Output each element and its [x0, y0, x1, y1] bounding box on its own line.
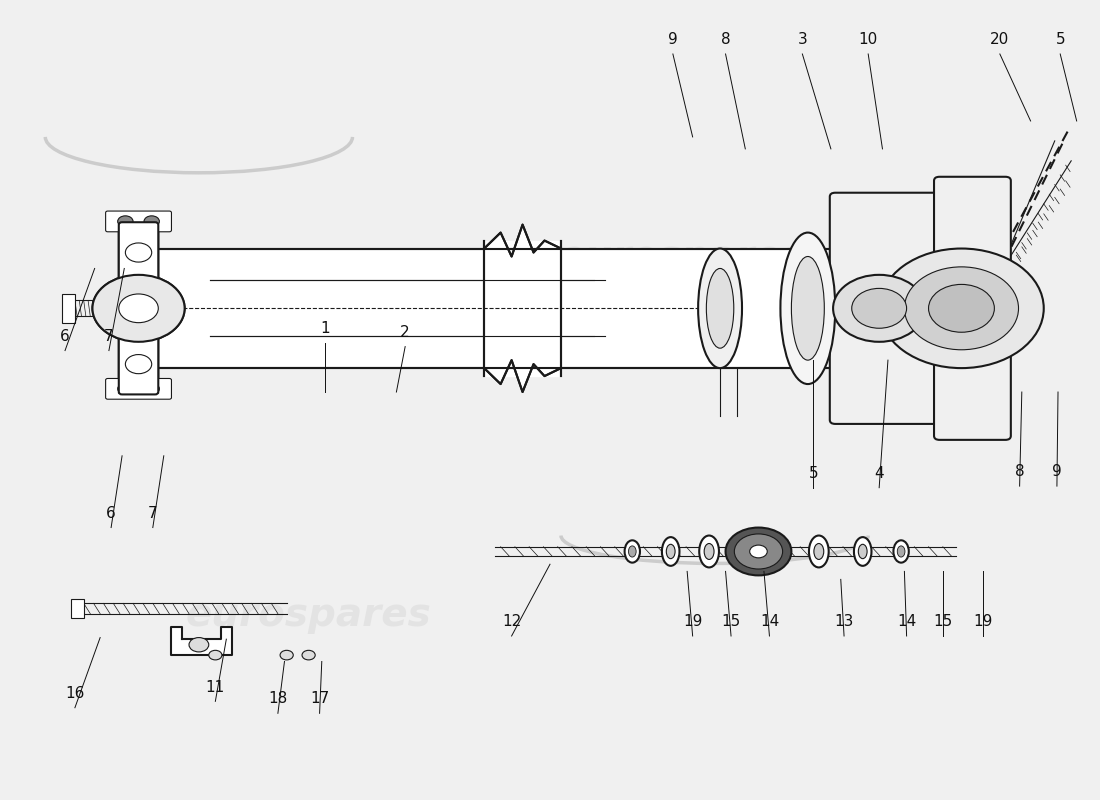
Circle shape	[125, 354, 152, 374]
Polygon shape	[484, 241, 561, 376]
Circle shape	[92, 275, 185, 342]
FancyBboxPatch shape	[119, 222, 158, 394]
FancyBboxPatch shape	[106, 211, 172, 232]
Text: 16: 16	[65, 686, 85, 701]
FancyBboxPatch shape	[119, 222, 158, 394]
Ellipse shape	[780, 233, 835, 384]
Text: 19: 19	[683, 614, 702, 629]
Text: 14: 14	[896, 614, 916, 629]
Circle shape	[904, 267, 1019, 350]
FancyBboxPatch shape	[934, 177, 1011, 440]
Ellipse shape	[791, 257, 824, 360]
Circle shape	[302, 650, 316, 660]
Circle shape	[750, 545, 768, 558]
Circle shape	[111, 288, 166, 328]
Circle shape	[209, 650, 222, 660]
Ellipse shape	[662, 537, 680, 566]
Ellipse shape	[706, 269, 734, 348]
Text: 7: 7	[104, 329, 113, 344]
Text: 5: 5	[808, 466, 818, 481]
FancyBboxPatch shape	[829, 193, 961, 424]
Text: 6: 6	[107, 506, 116, 521]
Text: 9: 9	[1052, 464, 1062, 479]
Ellipse shape	[700, 535, 719, 567]
Circle shape	[118, 383, 133, 394]
Text: 14: 14	[760, 614, 779, 629]
Circle shape	[851, 288, 906, 328]
Circle shape	[92, 275, 185, 342]
Circle shape	[97, 298, 125, 318]
Text: 7: 7	[148, 506, 157, 521]
Ellipse shape	[698, 249, 742, 368]
Circle shape	[118, 216, 133, 227]
Text: 4: 4	[874, 466, 884, 481]
Text: 6: 6	[60, 329, 70, 344]
Polygon shape	[144, 249, 956, 368]
Text: 15: 15	[933, 614, 953, 629]
Circle shape	[726, 527, 791, 575]
Text: 17: 17	[310, 691, 329, 706]
Polygon shape	[172, 627, 232, 655]
Text: 3: 3	[798, 32, 807, 47]
Text: eurospares: eurospares	[186, 596, 431, 634]
Ellipse shape	[704, 543, 714, 559]
Circle shape	[928, 285, 994, 332]
Ellipse shape	[814, 543, 824, 559]
Circle shape	[119, 294, 158, 322]
Text: 12: 12	[502, 614, 521, 629]
Circle shape	[280, 650, 294, 660]
Text: 19: 19	[974, 614, 993, 629]
Circle shape	[125, 243, 152, 262]
Text: 11: 11	[206, 679, 225, 694]
Text: 20: 20	[990, 32, 1010, 47]
Circle shape	[833, 275, 925, 342]
Circle shape	[735, 534, 782, 569]
Circle shape	[103, 302, 119, 314]
Text: 18: 18	[268, 691, 287, 706]
Text: 10: 10	[859, 32, 878, 47]
Ellipse shape	[858, 544, 867, 558]
Text: 15: 15	[722, 614, 740, 629]
Ellipse shape	[808, 535, 828, 567]
Ellipse shape	[898, 546, 905, 557]
Text: 5: 5	[1055, 32, 1065, 47]
Ellipse shape	[667, 544, 675, 558]
Bar	[70, 599, 84, 618]
Ellipse shape	[628, 546, 636, 557]
Bar	[62, 294, 75, 322]
Text: eurospares: eurospares	[559, 238, 804, 275]
Circle shape	[144, 216, 159, 227]
Circle shape	[879, 249, 1044, 368]
Text: 9: 9	[668, 32, 678, 47]
Ellipse shape	[625, 540, 640, 562]
Text: 13: 13	[835, 614, 854, 629]
Circle shape	[189, 638, 209, 652]
FancyBboxPatch shape	[106, 378, 172, 399]
Circle shape	[144, 383, 159, 394]
Text: 1: 1	[320, 321, 330, 336]
Ellipse shape	[893, 540, 909, 562]
Text: 8: 8	[1015, 464, 1024, 479]
Text: 2: 2	[400, 325, 410, 340]
Ellipse shape	[854, 537, 871, 566]
Text: 8: 8	[720, 32, 730, 47]
Polygon shape	[484, 225, 561, 392]
